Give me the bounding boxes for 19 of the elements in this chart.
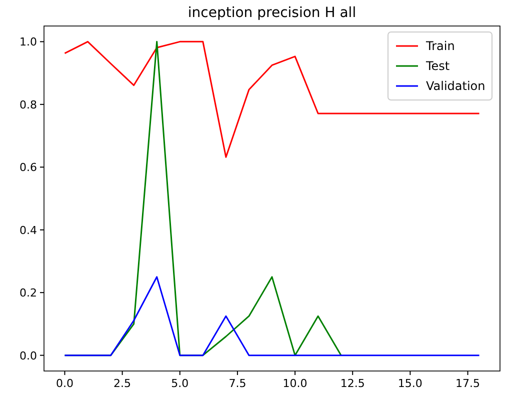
y-tick-label: 0.4 <box>20 224 37 237</box>
y-tick-label: 0.0 <box>20 349 37 362</box>
x-tick-label: 5.0 <box>171 377 189 390</box>
x-tick-label: 2.5 <box>114 377 132 390</box>
x-tick-label: 7.5 <box>228 377 246 390</box>
x-tick-label: 10.0 <box>282 377 308 390</box>
legend-label: Validation <box>426 79 486 93</box>
y-tick-label: 0.2 <box>20 286 37 300</box>
x-tick-label: 17.5 <box>456 377 480 390</box>
legend-label: Train <box>425 39 455 53</box>
y-tick-label: 0.8 <box>20 98 37 112</box>
legend-label: Test <box>425 59 450 73</box>
x-tick-label: 0.0 <box>56 377 74 390</box>
x-tick-label: 15.0 <box>398 377 422 390</box>
y-tick-label: 1.0 <box>20 36 37 49</box>
chart-title: inception precision H all <box>188 5 356 21</box>
x-tick-label: 12.5 <box>340 377 365 390</box>
y-tick-label: 0.6 <box>20 161 37 174</box>
line-series <box>64 276 480 356</box>
